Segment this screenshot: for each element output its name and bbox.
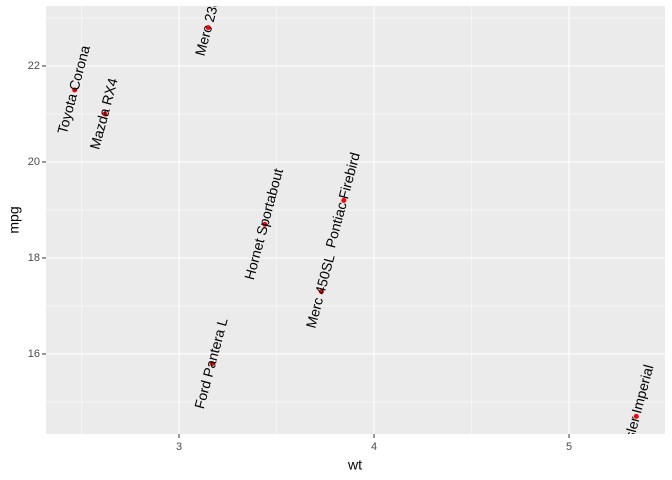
point [341, 197, 347, 203]
x-axis-title: wt [347, 457, 362, 473]
point [72, 87, 78, 93]
grid [46, 6, 665, 434]
panel [46, 6, 665, 434]
x-tick-label: 5 [566, 441, 572, 453]
y-tick-label: 18 [28, 252, 40, 264]
x-tick-label: 4 [371, 441, 377, 453]
point [318, 289, 324, 295]
point [209, 361, 215, 367]
x-tick-label: 3 [176, 441, 182, 453]
y-tick-label: 20 [28, 156, 40, 168]
y-tick-label: 22 [28, 60, 40, 72]
y-axis-title: mpg [6, 206, 22, 233]
point [262, 221, 268, 227]
point [205, 25, 211, 31]
y-tick-label: 16 [28, 348, 40, 360]
point [633, 413, 639, 419]
point [102, 111, 108, 117]
